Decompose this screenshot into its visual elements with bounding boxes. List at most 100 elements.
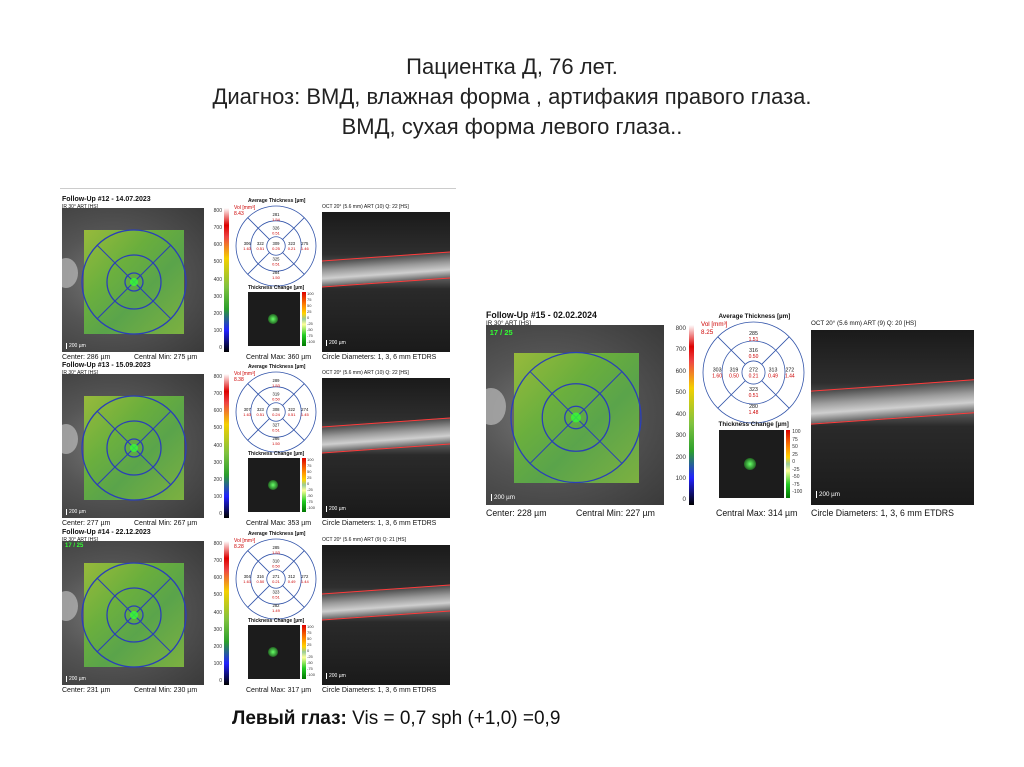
ir-label: IR 30° ART [HS] xyxy=(62,537,98,543)
thickness-scale-tick: 400 xyxy=(213,442,222,449)
etdrs-center-thickness: 309 xyxy=(273,241,281,246)
center-thickness: Center: 277 µm xyxy=(62,520,111,527)
etdrs-inner-right-volume: 0.21 xyxy=(288,246,297,251)
optic-disc xyxy=(486,387,506,425)
etdrs-inner-top-volume: 0.50 xyxy=(272,563,281,568)
avg-thickness-title: Average Thickness [µm] xyxy=(718,312,791,320)
change-scale-tick: -25 xyxy=(307,654,313,659)
etdrs-inner-bottom-volume: 0.51 xyxy=(272,428,281,433)
thickness-scale-tick: 600 xyxy=(675,367,686,375)
etdrs-outer-bottom-thickness: 280 xyxy=(749,404,758,410)
thickness-scale-tick: 300 xyxy=(213,626,222,633)
change-scale-tick: 0 xyxy=(792,459,796,465)
thickness-scale-tick: 0 xyxy=(219,511,222,518)
etdrs-outer-top-volume: 1.53 xyxy=(272,383,281,388)
change-scale-tick: 75 xyxy=(307,297,312,302)
etdrs-center-thickness: 271 xyxy=(273,574,281,579)
etdrs-outer-bottom-volume: 1.48 xyxy=(749,410,759,416)
thickness-change-map xyxy=(718,430,784,498)
vol-label: Vol [mm³] xyxy=(234,371,256,377)
change-scale-tick: 100 xyxy=(307,457,314,462)
etdrs-outer-left-thickness: 304 xyxy=(244,574,252,579)
thickness-scale-tick: 800 xyxy=(213,208,222,214)
thickness-scale-tick: 800 xyxy=(213,541,222,547)
change-scale-tick: -50 xyxy=(307,660,313,665)
vol-value: 8.38 xyxy=(234,377,244,383)
etdrs-inner-top-thickness: 316 xyxy=(749,348,758,354)
fundus-scale-label: 200 µm xyxy=(66,509,86,515)
change-spot xyxy=(743,457,756,470)
change-scale-tick: -75 xyxy=(307,499,313,504)
change-scale-tick: -100 xyxy=(792,489,803,495)
etdrs-thickness-diagram: 2891.533190.503071.633230.513080.243220.… xyxy=(235,371,317,453)
etdrs-outer-right-thickness: 274 xyxy=(301,407,309,412)
etdrs-outer-top-volume: 1.53 xyxy=(272,550,281,555)
thickness-scale-tick: 800 xyxy=(213,374,222,380)
thickness-scale-tick: 300 xyxy=(213,293,222,300)
change-scale-tick: 100 xyxy=(307,291,314,296)
etdrs-grid-overlay xyxy=(81,229,187,335)
change-spot xyxy=(268,647,278,657)
thickness-color-scale xyxy=(224,208,229,352)
change-scale-tick: -75 xyxy=(792,481,800,488)
thickness-scale-tick: 400 xyxy=(213,276,222,283)
etdrs-outer-top-volume: 1.51 xyxy=(749,337,759,343)
etdrs-outer-left-thickness: 307 xyxy=(244,407,252,412)
change-color-scale xyxy=(302,458,306,512)
etdrs-outer-right-volume: 1.45 xyxy=(301,412,310,417)
etdrs-inner-top-thickness: 326 xyxy=(273,225,281,230)
etdrs-grid-overlay xyxy=(81,562,187,668)
avg-thickness-title: Average Thickness [µm] xyxy=(248,531,306,537)
center-thickness: Center: 286 µm xyxy=(62,354,111,361)
etdrs-center-volume: 0.24 xyxy=(272,412,281,417)
etdrs-grid-overlay xyxy=(81,395,187,501)
oct-bscan: 200 µm xyxy=(322,378,450,518)
central-min: Central Min: 230 µm xyxy=(134,687,198,694)
change-scale-tick: 100 xyxy=(792,429,801,435)
thickness-change-map xyxy=(248,625,300,679)
etdrs-inner-top-volume: 0.51 xyxy=(272,230,281,235)
etdrs-inner-left-volume: 0.51 xyxy=(256,412,265,417)
thickness-scale-tick: 500 xyxy=(213,259,222,266)
change-scale-tick: 50 xyxy=(307,636,312,641)
etdrs-outer-bottom-volume: 1.50 xyxy=(272,275,281,280)
etdrs-outer-right-thickness: 272 xyxy=(785,368,794,374)
thickness-scale-tick: 500 xyxy=(675,389,686,397)
etdrs-thickness-diagram: 2851.533100.503041.613160.502710.213120.… xyxy=(235,538,317,620)
change-scale-tick: 25 xyxy=(792,451,798,458)
thickness-change-title: Thickness Change [µm] xyxy=(248,451,305,457)
vol-label: Vol [mm³] xyxy=(234,205,256,211)
thickness-scale-tick: 100 xyxy=(213,661,222,667)
report-frame-left xyxy=(60,188,456,694)
etdrs-inner-left-thickness: 323 xyxy=(257,407,265,412)
fundus-image: 17 / 25 200 µm xyxy=(486,325,664,505)
change-scale-tick: 25 xyxy=(307,642,312,647)
thickness-change-title: Thickness Change [µm] xyxy=(248,285,305,291)
etdrs-inner-bottom-thickness: 323 xyxy=(749,387,758,393)
change-scale-tick: 25 xyxy=(307,475,312,480)
etdrs-center-thickness: 308 xyxy=(273,407,281,412)
etdrs-inner-right-thickness: 312 xyxy=(288,574,296,579)
vol-label: Vol [mm³] xyxy=(234,538,256,544)
avg-thickness-title: Average Thickness [µm] xyxy=(248,364,306,370)
thickness-scale-tick: 200 xyxy=(675,453,686,461)
etdrs-inner-left-volume: 0.50 xyxy=(729,374,739,380)
etdrs-inner-left-thickness: 319 xyxy=(730,368,739,374)
title-line-2: Диагноз: ВМД, влажная форма , артифакия … xyxy=(212,84,812,109)
etdrs-thickness-diagram: 2851.513160.503031.603190.502720.213130.… xyxy=(702,321,805,424)
etdrs-outer-top-thickness: 285 xyxy=(749,331,758,337)
thickness-scale-tick: 500 xyxy=(213,592,222,599)
change-spot xyxy=(268,314,278,324)
change-scale-tick: -100 xyxy=(307,339,316,344)
change-scale-tick: 0 xyxy=(307,481,310,486)
oct-scale-label: 200 µm xyxy=(326,673,346,679)
thickness-change-map xyxy=(248,458,300,512)
etdrs-outer-left-volume: 1.61 xyxy=(243,579,252,584)
change-color-scale xyxy=(302,625,306,679)
central-min: Central Min: 275 µm xyxy=(134,354,198,361)
circle-diameters: Circle Diameters: 1, 3, 6 mm ETDRS xyxy=(811,507,954,518)
change-scale-tick: 75 xyxy=(307,463,312,468)
fundus-image: 17 / 25 200 µm xyxy=(62,541,204,685)
change-scale-tick: -25 xyxy=(792,466,800,473)
thickness-scale-tick: 100 xyxy=(213,328,222,334)
